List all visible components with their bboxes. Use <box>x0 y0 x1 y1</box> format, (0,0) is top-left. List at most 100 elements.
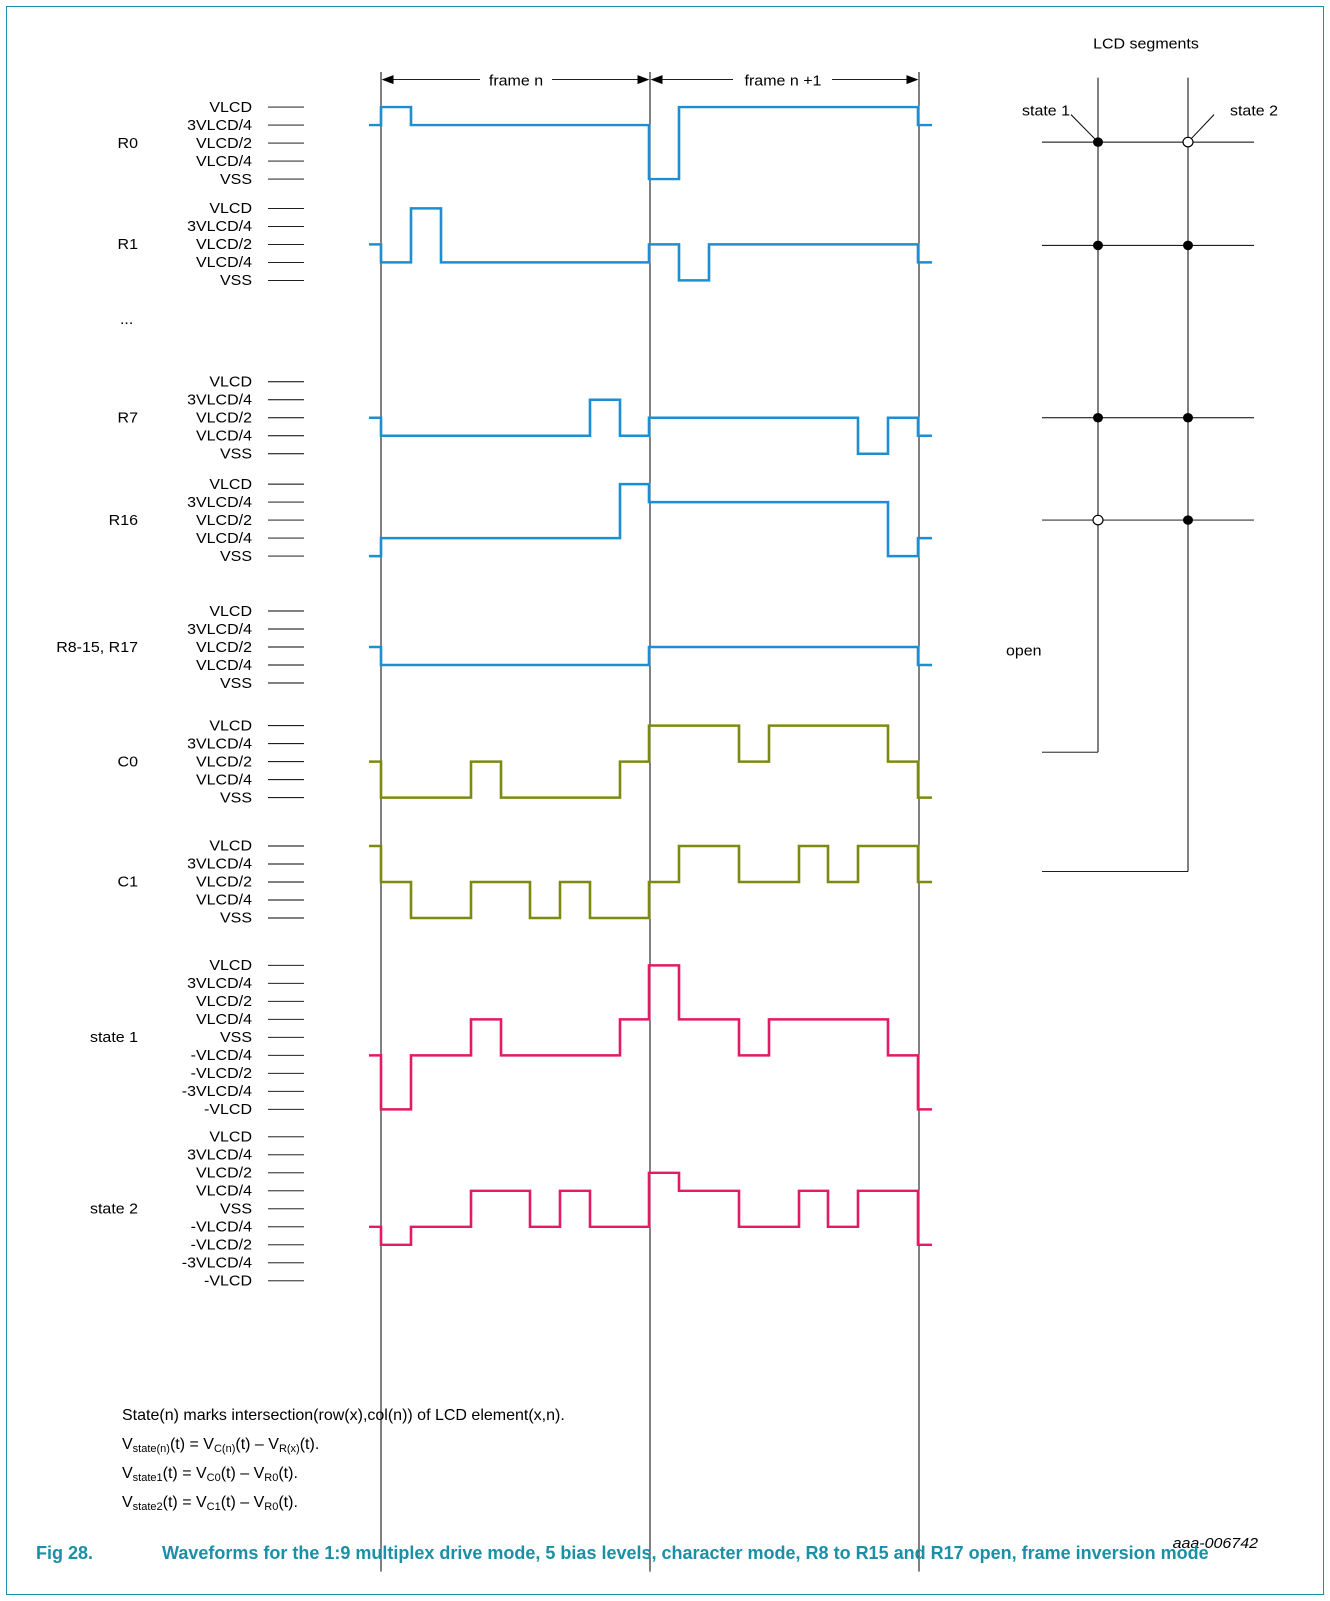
arrowhead <box>637 75 650 85</box>
level-label: 3VLCD/4 <box>187 494 252 511</box>
level-label: VSS <box>220 790 252 807</box>
segment-dot-on <box>1093 137 1103 147</box>
level-label: VSS <box>220 1201 252 1218</box>
level-label: -VLCD/4 <box>191 1219 253 1236</box>
waveform-trace <box>369 482 932 558</box>
level-label: 3VLCD/4 <box>187 856 252 873</box>
level-label: VLCD <box>209 603 252 620</box>
segment-dot-off <box>1092 514 1104 526</box>
segment-dot-on <box>1183 413 1193 423</box>
level-label: VLCD <box>209 374 252 391</box>
segment-dot-on <box>1093 413 1103 423</box>
figure-number: Fig 28. <box>36 1543 94 1563</box>
level-label: VSS <box>220 910 252 927</box>
figure-id: aaa-006742 <box>1173 1535 1259 1552</box>
level-label: VLCD <box>209 957 252 974</box>
equation-state2: Vstate2(t) = VC1(t) – VR0(t). <box>122 1494 298 1513</box>
level-label: VSS <box>220 1029 252 1046</box>
level-label: VLCD/4 <box>196 428 252 445</box>
level-label: 3VLCD/4 <box>187 736 252 753</box>
signal-name: R8-15, R17 <box>56 639 138 656</box>
level-label: -VLCD <box>204 1273 252 1290</box>
level-label: VSS <box>220 548 252 565</box>
signal-panel: VLCD3VLCD/4VLCD/2VLCD/4VSS-VLCD/4-VLCD/2… <box>90 1129 932 1290</box>
signal-name: C1 <box>118 874 138 891</box>
signal-name: R7 <box>118 410 138 427</box>
level-label: VLCD <box>209 1129 252 1146</box>
waveform-trace <box>369 964 932 1111</box>
level-label: VLCD <box>209 476 252 493</box>
level-label: VLCD/2 <box>196 639 252 656</box>
level-label: 3VLCD/4 <box>187 219 252 236</box>
level-label: VLCD/4 <box>196 255 252 272</box>
frame-n1-label: frame n +1 <box>745 73 822 90</box>
level-label: 3VLCD/4 <box>187 621 252 638</box>
waveform-trace <box>369 1171 932 1247</box>
waveform-trace <box>369 207 932 282</box>
level-label: VLCD/4 <box>196 892 252 909</box>
signal-name: C0 <box>118 754 139 771</box>
level-label: VLCD/2 <box>196 874 252 891</box>
level-label: VLCD/4 <box>196 772 252 789</box>
level-label: -VLCD <box>204 1101 252 1118</box>
segment-dot-on <box>1183 240 1193 251</box>
level-label: VLCD/2 <box>196 410 252 427</box>
ellipsis-label: ... <box>120 311 133 328</box>
level-label: VSS <box>220 675 252 692</box>
level-label: VLCD/4 <box>196 530 252 547</box>
level-label: VLCD/2 <box>196 237 252 254</box>
arrowhead <box>381 75 394 85</box>
figure-title: Fig 28. Waveforms for the 1:9 multiplex d… <box>36 1541 1306 1565</box>
waveform-trace <box>369 844 932 920</box>
level-label: VLCD/2 <box>196 754 252 771</box>
state2-pointer <box>1187 114 1215 143</box>
state1-label: state 1 <box>1022 103 1070 120</box>
level-label: 3VLCD/4 <box>187 117 252 134</box>
level-label: VLCD/2 <box>196 993 252 1010</box>
level-label: VLCD/2 <box>196 1165 252 1182</box>
state1-pointer <box>1070 114 1099 143</box>
level-label: -VLCD/4 <box>191 1047 253 1064</box>
level-label: VLCD <box>209 718 252 735</box>
signal-name: state 1 <box>90 1029 138 1046</box>
lcd-segments-title: LCD segments <box>1093 36 1199 53</box>
equation-general: Vstate(n)(t) = VC(n)(t) – VR(x)(t). <box>122 1436 320 1455</box>
signal-panel: VLCD3VLCD/4VLCD/2VLCD/4VSS-VLCD/4-VLCD/2… <box>90 957 932 1118</box>
signal-name: state 2 <box>90 1201 138 1218</box>
level-label: VLCD <box>209 99 252 116</box>
signal-name: R0 <box>118 135 139 152</box>
open-label: open <box>1006 643 1042 660</box>
signal-name: R16 <box>109 512 138 529</box>
level-label: VSS <box>220 446 252 463</box>
level-label: 3VLCD/4 <box>187 1147 252 1164</box>
segment-dot-on <box>1093 240 1103 251</box>
level-label: 3VLCD/4 <box>187 392 252 409</box>
state2-label: state 2 <box>1230 103 1278 120</box>
figure-frame <box>6 6 1324 1595</box>
level-label: -3VLCD/4 <box>182 1255 253 1272</box>
arrowhead <box>650 75 663 85</box>
level-label: -3VLCD/4 <box>182 1083 253 1100</box>
waveform-trace <box>369 724 932 799</box>
segment-dot-off <box>1182 136 1194 148</box>
arrowhead <box>906 75 919 85</box>
waveform-trace <box>369 105 932 181</box>
level-label: -VLCD/2 <box>191 1237 252 1254</box>
segment-dot-on <box>1183 515 1193 525</box>
caption-line-1: State(n) marks intersection(row(x),col(n… <box>122 1407 565 1424</box>
waveform-trace <box>369 398 932 456</box>
level-label: 3VLCD/4 <box>187 975 252 992</box>
level-label: VLCD/4 <box>196 153 252 170</box>
waveform-trace <box>369 645 932 667</box>
level-label: -VLCD/2 <box>191 1065 252 1082</box>
level-label: VLCD/2 <box>196 512 252 529</box>
frame-n-label: frame n <box>489 73 543 90</box>
